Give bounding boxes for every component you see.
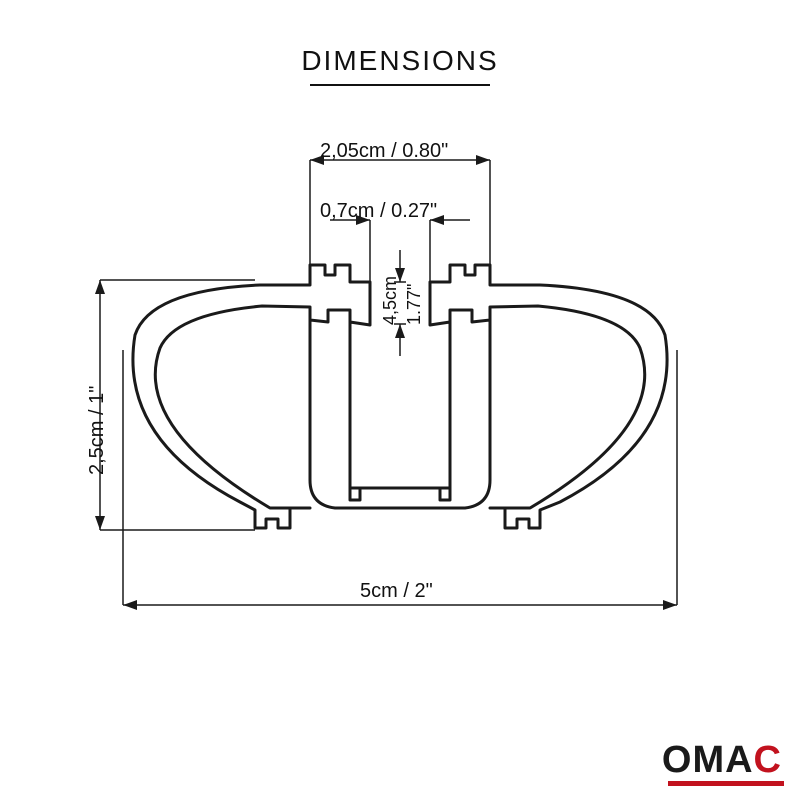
dim-width-label: 5cm / 2" [360, 580, 433, 603]
technical-drawing [0, 0, 800, 800]
brand-logo: OMAC [662, 739, 782, 782]
dim-depth-in-label: 1.77" [404, 284, 425, 325]
page: DIMENSIONS 5cm / 2" 2,5cm / 1" 2,05cm / … [0, 0, 800, 800]
dim-height-label: 2,5cm / 1" [86, 386, 109, 475]
dim-top-inner-label: 0,7cm / 0.27" [320, 200, 437, 223]
dim-depth-cm-label: 4,5cm [380, 276, 401, 325]
dim-top-outer-label: 2,05cm / 0.80" [320, 140, 448, 163]
